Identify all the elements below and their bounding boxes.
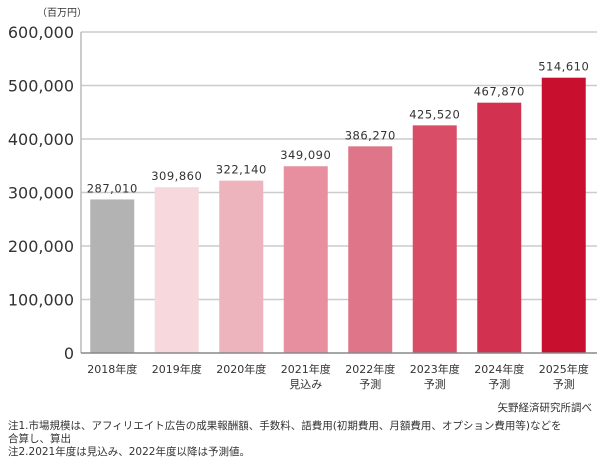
x-tick-label: 2025年度: [539, 362, 589, 376]
bar: [348, 146, 393, 353]
x-tick-label: 予測: [359, 377, 381, 391]
x-tick-label: 予測: [488, 377, 510, 391]
x-tick-label: 2021年度: [281, 362, 331, 376]
note-2: 注2.2021年度は見込み、2022年度以降は予測値。: [8, 446, 250, 458]
unit-label: （百万円）: [37, 7, 87, 19]
y-tick-label: 400,000: [8, 130, 74, 149]
x-tick-label: 予測: [553, 377, 575, 391]
data-label: 287,010: [87, 181, 138, 195]
bar: [412, 125, 457, 353]
x-tick-label: 2019年度: [152, 362, 202, 376]
bar: [90, 199, 135, 353]
data-label: 322,140: [216, 163, 267, 177]
note-1-cont: 合算し、算出: [8, 433, 71, 445]
x-tick-label: 2022年度: [345, 362, 395, 376]
y-tick-label: 0: [64, 344, 74, 363]
bar: [154, 187, 199, 353]
data-label: 309,860: [151, 169, 202, 183]
data-label: 425,520: [409, 107, 460, 121]
data-label: 514,610: [538, 60, 589, 74]
x-tick-label: 2020年度: [216, 362, 266, 376]
y-tick-label: 200,000: [8, 237, 74, 256]
x-tick-label: 2023年度: [410, 362, 460, 376]
note-1: 注1.市場規模は、アフィリエイト広告の成果報酬額、手数料、語費用(初期費用、月額…: [8, 420, 562, 432]
x-tick-label: 見込み: [289, 378, 322, 391]
bar: [283, 166, 328, 353]
data-label: 386,270: [345, 128, 396, 142]
y-tick-label: 500,000: [8, 77, 74, 96]
data-label: 467,870: [474, 85, 525, 99]
y-tick-label: 100,000: [8, 291, 74, 310]
data-label: 349,090: [280, 148, 331, 162]
bar: [219, 180, 264, 353]
x-tick-label: 予測: [424, 377, 446, 391]
bar-chart: （百万円） 0 100,000 200,000 300,000 400,000 500,00…: [8, 7, 597, 391]
y-tick-label: 600,000: [8, 23, 74, 42]
source-credit: 矢野経済研究所調べ: [497, 402, 593, 414]
y-tick-label: 300,000: [8, 184, 74, 203]
bar: [477, 102, 522, 354]
bar: [541, 77, 586, 353]
x-tick-label: 2018年度: [87, 362, 137, 376]
x-tick-label: 2024年度: [474, 362, 524, 376]
